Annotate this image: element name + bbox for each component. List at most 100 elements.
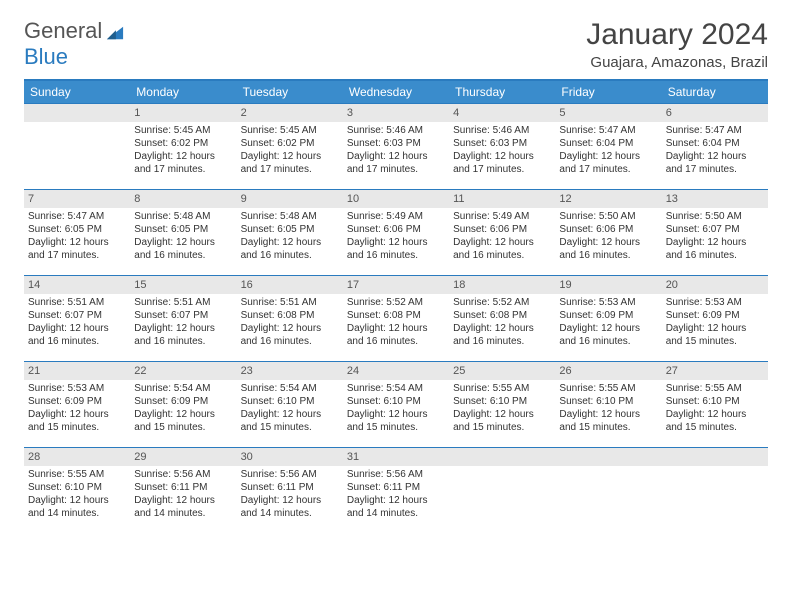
sunrise-line: Sunrise: 5:55 AM	[559, 382, 657, 395]
sunset-line: Sunset: 6:10 PM	[453, 395, 551, 408]
calendar-day-cell: 1Sunrise: 5:45 AMSunset: 6:02 PMDaylight…	[130, 104, 236, 190]
weekday-header: Sunday	[24, 80, 130, 104]
day-details: Sunrise: 5:55 AMSunset: 6:10 PMDaylight:…	[449, 380, 555, 438]
day-details: Sunrise: 5:54 AMSunset: 6:10 PMDaylight:…	[343, 380, 449, 438]
day-details: Sunrise: 5:48 AMSunset: 6:05 PMDaylight:…	[237, 208, 343, 266]
sunset-line: Sunset: 6:06 PM	[453, 223, 551, 236]
sunset-line: Sunset: 6:10 PM	[28, 481, 126, 494]
day-number-empty	[24, 104, 130, 122]
sunset-line: Sunset: 6:07 PM	[666, 223, 764, 236]
daylight-line: Daylight: 12 hours and 17 minutes.	[134, 150, 232, 176]
sunset-line: Sunset: 6:03 PM	[453, 137, 551, 150]
calendar-day-cell: 8Sunrise: 5:48 AMSunset: 6:05 PMDaylight…	[130, 190, 236, 276]
calendar-day-cell: 26Sunrise: 5:55 AMSunset: 6:10 PMDayligh…	[555, 362, 661, 448]
sunrise-line: Sunrise: 5:45 AM	[241, 124, 339, 137]
day-number: 12	[555, 190, 661, 208]
daylight-line: Daylight: 12 hours and 16 minutes.	[453, 236, 551, 262]
sunset-line: Sunset: 6:11 PM	[241, 481, 339, 494]
calendar-day-cell: 23Sunrise: 5:54 AMSunset: 6:10 PMDayligh…	[237, 362, 343, 448]
calendar-week-row: 14Sunrise: 5:51 AMSunset: 6:07 PMDayligh…	[24, 276, 768, 362]
day-details: Sunrise: 5:46 AMSunset: 6:03 PMDaylight:…	[343, 122, 449, 180]
sunrise-line: Sunrise: 5:54 AM	[241, 382, 339, 395]
day-number: 1	[130, 104, 236, 122]
day-details: Sunrise: 5:47 AMSunset: 6:05 PMDaylight:…	[24, 208, 130, 266]
daylight-line: Daylight: 12 hours and 15 minutes.	[453, 408, 551, 434]
calendar-day-cell: 31Sunrise: 5:56 AMSunset: 6:11 PMDayligh…	[343, 448, 449, 534]
daylight-line: Daylight: 12 hours and 17 minutes.	[453, 150, 551, 176]
calendar-day-cell: 14Sunrise: 5:51 AMSunset: 6:07 PMDayligh…	[24, 276, 130, 362]
sunrise-line: Sunrise: 5:54 AM	[347, 382, 445, 395]
day-number: 3	[343, 104, 449, 122]
weekday-header: Friday	[555, 80, 661, 104]
weekday-header: Thursday	[449, 80, 555, 104]
day-number-empty	[449, 448, 555, 466]
sunrise-line: Sunrise: 5:51 AM	[28, 296, 126, 309]
daylight-line: Daylight: 12 hours and 15 minutes.	[559, 408, 657, 434]
day-details: Sunrise: 5:52 AMSunset: 6:08 PMDaylight:…	[449, 294, 555, 352]
calendar-day-cell: 21Sunrise: 5:53 AMSunset: 6:09 PMDayligh…	[24, 362, 130, 448]
sunset-line: Sunset: 6:06 PM	[347, 223, 445, 236]
calendar-day-cell: 29Sunrise: 5:56 AMSunset: 6:11 PMDayligh…	[130, 448, 236, 534]
calendar-head: SundayMondayTuesdayWednesdayThursdayFrid…	[24, 80, 768, 104]
daylight-line: Daylight: 12 hours and 15 minutes.	[666, 408, 764, 434]
sunrise-line: Sunrise: 5:53 AM	[28, 382, 126, 395]
day-number: 16	[237, 276, 343, 294]
calendar-day-cell: 3Sunrise: 5:46 AMSunset: 6:03 PMDaylight…	[343, 104, 449, 190]
sunrise-line: Sunrise: 5:53 AM	[559, 296, 657, 309]
sunset-line: Sunset: 6:08 PM	[453, 309, 551, 322]
sunrise-line: Sunrise: 5:52 AM	[347, 296, 445, 309]
day-details: Sunrise: 5:55 AMSunset: 6:10 PMDaylight:…	[662, 380, 768, 438]
sunset-line: Sunset: 6:10 PM	[241, 395, 339, 408]
day-details: Sunrise: 5:50 AMSunset: 6:06 PMDaylight:…	[555, 208, 661, 266]
day-details: Sunrise: 5:51 AMSunset: 6:08 PMDaylight:…	[237, 294, 343, 352]
sunset-line: Sunset: 6:06 PM	[559, 223, 657, 236]
daylight-line: Daylight: 12 hours and 16 minutes.	[134, 322, 232, 348]
day-number-empty	[555, 448, 661, 466]
sunrise-line: Sunrise: 5:45 AM	[134, 124, 232, 137]
calendar-day-cell: 27Sunrise: 5:55 AMSunset: 6:10 PMDayligh…	[662, 362, 768, 448]
sunset-line: Sunset: 6:10 PM	[559, 395, 657, 408]
calendar-day-cell: 16Sunrise: 5:51 AMSunset: 6:08 PMDayligh…	[237, 276, 343, 362]
calendar-day-cell: 25Sunrise: 5:55 AMSunset: 6:10 PMDayligh…	[449, 362, 555, 448]
day-number: 18	[449, 276, 555, 294]
sunrise-line: Sunrise: 5:54 AM	[134, 382, 232, 395]
day-number: 28	[24, 448, 130, 466]
logo-sail-icon	[104, 22, 126, 48]
day-details: Sunrise: 5:47 AMSunset: 6:04 PMDaylight:…	[662, 122, 768, 180]
day-number: 19	[555, 276, 661, 294]
calendar-week-row: 7Sunrise: 5:47 AMSunset: 6:05 PMDaylight…	[24, 190, 768, 276]
day-details: Sunrise: 5:56 AMSunset: 6:11 PMDaylight:…	[130, 466, 236, 524]
daylight-line: Daylight: 12 hours and 16 minutes.	[134, 236, 232, 262]
calendar-day-cell: 18Sunrise: 5:52 AMSunset: 6:08 PMDayligh…	[449, 276, 555, 362]
calendar-week-row: 21Sunrise: 5:53 AMSunset: 6:09 PMDayligh…	[24, 362, 768, 448]
day-number: 11	[449, 190, 555, 208]
day-details: Sunrise: 5:53 AMSunset: 6:09 PMDaylight:…	[24, 380, 130, 438]
daylight-line: Daylight: 12 hours and 15 minutes.	[666, 322, 764, 348]
day-details: Sunrise: 5:55 AMSunset: 6:10 PMDaylight:…	[555, 380, 661, 438]
day-number: 29	[130, 448, 236, 466]
weekday-header: Monday	[130, 80, 236, 104]
sunrise-line: Sunrise: 5:47 AM	[666, 124, 764, 137]
day-details: Sunrise: 5:55 AMSunset: 6:10 PMDaylight:…	[24, 466, 130, 524]
calendar-week-row: 28Sunrise: 5:55 AMSunset: 6:10 PMDayligh…	[24, 448, 768, 534]
sunrise-line: Sunrise: 5:47 AM	[559, 124, 657, 137]
day-details: Sunrise: 5:45 AMSunset: 6:02 PMDaylight:…	[130, 122, 236, 180]
sunset-line: Sunset: 6:07 PM	[28, 309, 126, 322]
day-number: 30	[237, 448, 343, 466]
sunset-line: Sunset: 6:05 PM	[28, 223, 126, 236]
day-details: Sunrise: 5:50 AMSunset: 6:07 PMDaylight:…	[662, 208, 768, 266]
day-details: Sunrise: 5:49 AMSunset: 6:06 PMDaylight:…	[449, 208, 555, 266]
location: Guajara, Amazonas, Brazil	[586, 54, 768, 71]
day-number: 31	[343, 448, 449, 466]
day-details: Sunrise: 5:53 AMSunset: 6:09 PMDaylight:…	[662, 294, 768, 352]
daylight-line: Daylight: 12 hours and 16 minutes.	[347, 236, 445, 262]
sunrise-line: Sunrise: 5:56 AM	[241, 468, 339, 481]
sunset-line: Sunset: 6:05 PM	[134, 223, 232, 236]
day-number: 15	[130, 276, 236, 294]
sunrise-line: Sunrise: 5:53 AM	[666, 296, 764, 309]
daylight-line: Daylight: 12 hours and 17 minutes.	[241, 150, 339, 176]
logo-text-general: General	[24, 18, 102, 43]
sunset-line: Sunset: 6:08 PM	[347, 309, 445, 322]
sunrise-line: Sunrise: 5:55 AM	[28, 468, 126, 481]
day-number: 10	[343, 190, 449, 208]
